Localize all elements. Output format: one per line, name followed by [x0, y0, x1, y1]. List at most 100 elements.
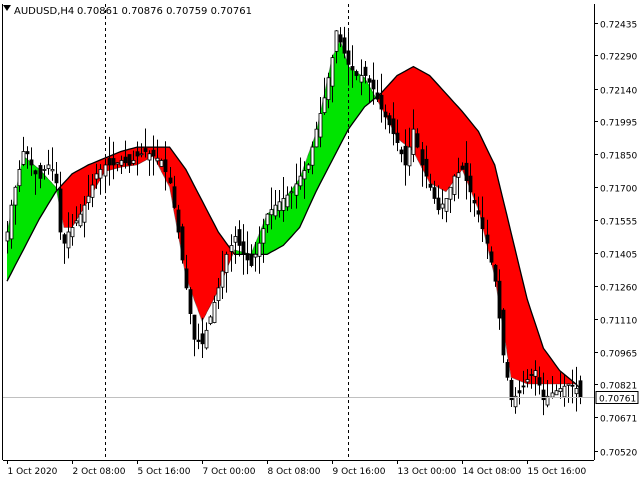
- candle-body: [265, 213, 270, 226]
- bear-cloud-segment: [450, 97, 455, 187]
- bear-cloud-segment: [401, 71, 406, 145]
- candle-body: [440, 203, 445, 209]
- x-tick-label: 13 Oct 00:00: [398, 467, 457, 477]
- x-axis-ticks: 1 Oct 2020 2 Oct 08:00 5 Oct 16:00 7 Oct 00…: [7, 460, 586, 477]
- bull-cloud-segment: [279, 200, 284, 248]
- candle-body: [204, 329, 209, 349]
- candle-body: [456, 172, 461, 178]
- bear-cloud-segment: [543, 348, 548, 384]
- bear-cloud-segment: [445, 93, 451, 192]
- bull-cloud-segment: [336, 39, 341, 153]
- bear-cloud-segment: [547, 353, 552, 384]
- collapse-triangle-icon[interactable]: [3, 5, 11, 11]
- candle-body: [50, 169, 55, 172]
- candle-body: [249, 253, 254, 266]
- bear-cloud-segment: [437, 84, 443, 190]
- candle-body: [452, 175, 457, 195]
- candle-body: [399, 149, 404, 155]
- x-tick-label: 8 Oct 08:00: [268, 467, 321, 477]
- bear-cloud-segment: [68, 173, 73, 228]
- candle-body: [533, 370, 538, 377]
- candle-body: [46, 164, 51, 169]
- candle-body: [525, 379, 530, 383]
- candle-body: [338, 34, 343, 43]
- indicator-lines: [6, 38, 581, 389]
- candle-body: [151, 149, 156, 157]
- bear-cloud-segment: [462, 111, 467, 180]
- candle-body: [391, 118, 396, 135]
- candle-body: [537, 377, 542, 386]
- bear-cloud-segment: [189, 177, 195, 300]
- y-tick-label: 0.71110: [600, 317, 637, 327]
- ohlc-values: 0.70861 0.70876 0.70759 0.70761: [77, 6, 252, 17]
- candle-body: [485, 234, 490, 244]
- candle-body: [545, 395, 550, 406]
- candle-body: [415, 133, 420, 148]
- candle-body: [428, 183, 433, 188]
- candle-body: [281, 198, 286, 211]
- bull-cloud-segment: [291, 183, 296, 237]
- candle-body: [212, 302, 217, 323]
- y-tick-label: 0.70965: [600, 350, 637, 360]
- candle-body: [54, 173, 59, 184]
- candle-body: [33, 170, 38, 175]
- bear-cloud-segment: [527, 299, 532, 384]
- bear-cloud-segment: [405, 68, 410, 149]
- candle-body: [326, 77, 331, 100]
- candle-body: [119, 160, 124, 166]
- candle-body: [570, 384, 575, 387]
- candle-body: [285, 194, 290, 208]
- candle-body: [139, 153, 144, 156]
- candle-body: [168, 177, 173, 184]
- candle-body: [566, 383, 571, 386]
- candle-body: [257, 242, 262, 257]
- candle-body: [420, 149, 425, 166]
- chart-header: AUDUSD,H4 0.70861 0.70876 0.70759 0.7076…: [3, 5, 252, 17]
- bear-cloud-segment: [531, 311, 536, 384]
- candle-body: [334, 30, 339, 52]
- candle-body: [103, 164, 108, 177]
- candle-body: [237, 229, 242, 246]
- bull-cloud-segment: [27, 159, 32, 243]
- current-price-label-box: [595, 391, 639, 404]
- bull-cloud-segment: [344, 53, 349, 138]
- candle-body: [379, 94, 384, 110]
- candle-body: [354, 71, 359, 76]
- candle-body: [196, 339, 201, 342]
- candle-body: [350, 66, 355, 71]
- candle-body: [359, 75, 364, 83]
- candle-body: [550, 392, 555, 398]
- bear-cloud-segment: [458, 106, 463, 175]
- candle-body: [253, 253, 258, 258]
- candle-body: [155, 157, 160, 162]
- candle-body: [460, 165, 465, 170]
- bull-cloud-segment: [356, 72, 361, 118]
- y-tick-label: 0.71995: [600, 119, 637, 129]
- candle-body: [5, 231, 10, 242]
- candle-body: [78, 213, 83, 227]
- bear-cloud-segment: [198, 192, 203, 322]
- candle-body: [176, 209, 181, 233]
- candle-body: [82, 204, 87, 223]
- candle-body: [17, 169, 22, 187]
- candle-body: [13, 186, 18, 206]
- candle-body: [143, 148, 148, 152]
- y-tick-label: 0.71700: [600, 185, 637, 195]
- candle-body: [123, 156, 128, 164]
- y-tick-label: 0.71405: [600, 251, 637, 261]
- candle-body: [411, 128, 416, 155]
- bear-cloud-segment: [478, 131, 483, 227]
- candle-body: [131, 160, 136, 164]
- candle-body: [558, 388, 563, 392]
- bull-cloud-segment: [352, 69, 357, 124]
- candle-body: [86, 195, 91, 203]
- candle-body: [403, 145, 408, 166]
- candle-body: [127, 154, 132, 166]
- bear-cloud-segment: [397, 73, 402, 142]
- symbol-timeframe: AUDUSD,H4: [14, 6, 74, 17]
- candle-body: [74, 220, 79, 224]
- bull-cloud-segment: [43, 173, 48, 212]
- candle-body: [554, 390, 559, 396]
